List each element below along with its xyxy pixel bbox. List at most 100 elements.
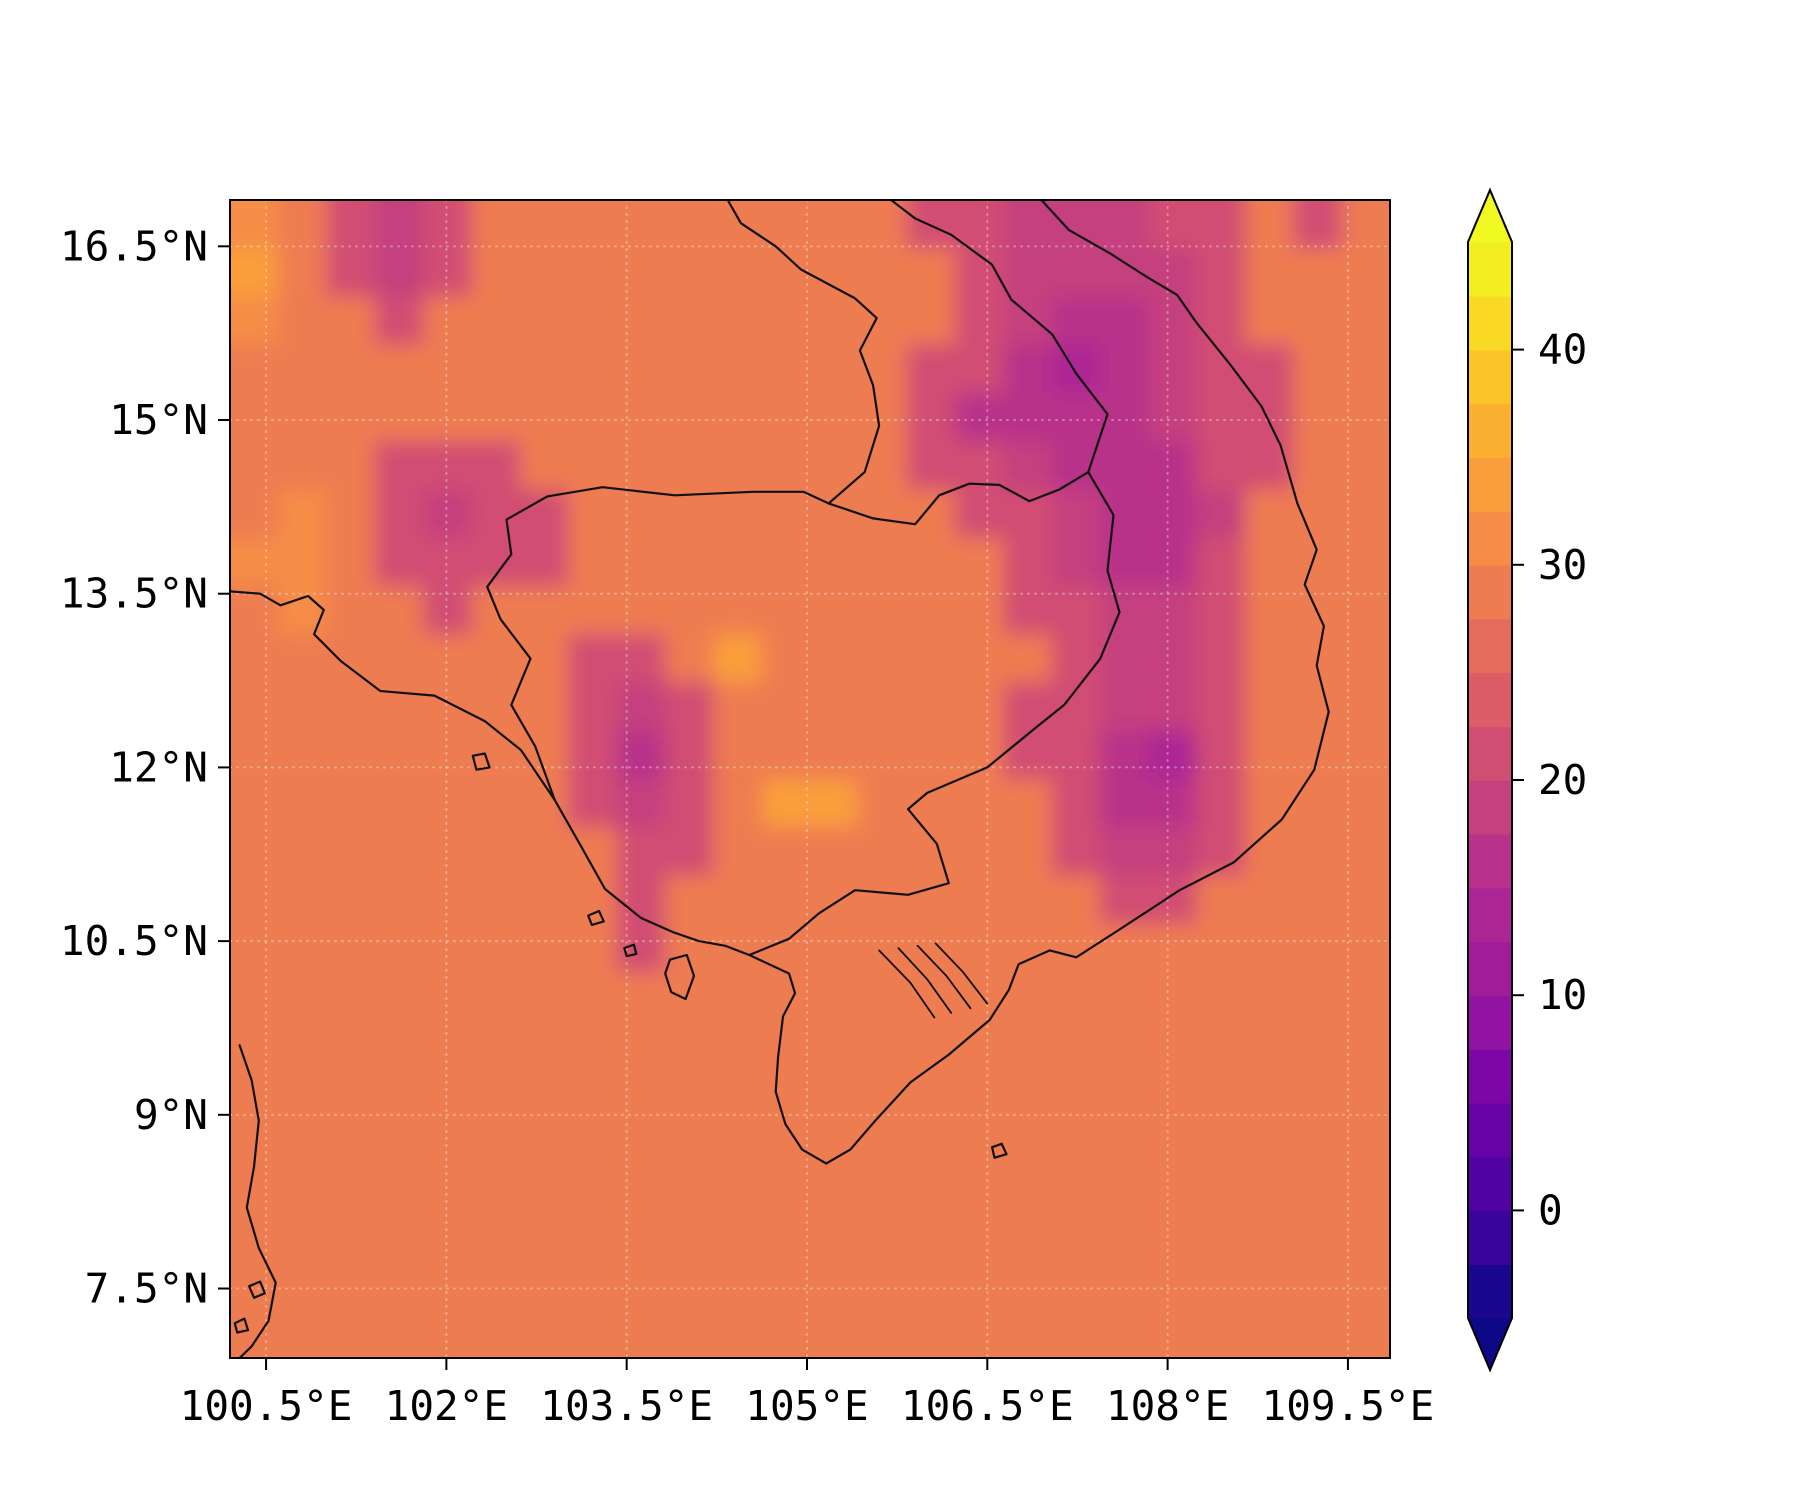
heatmap-cell bbox=[713, 923, 763, 973]
heatmap-cell bbox=[713, 1068, 763, 1118]
heatmap-cell bbox=[761, 296, 811, 346]
heatmap-cell bbox=[520, 296, 570, 346]
colorbar-band bbox=[1468, 511, 1512, 566]
heatmap-cell bbox=[1196, 1165, 1246, 1215]
heatmap-cell bbox=[423, 779, 473, 829]
colorbar-tick-label: 30 bbox=[1538, 541, 1587, 589]
heatmap-cell bbox=[1293, 1165, 1343, 1215]
x-tick-label: 103.5°E bbox=[540, 1382, 713, 1430]
heatmap-cell bbox=[1293, 875, 1343, 925]
heatmap-cell bbox=[616, 441, 666, 491]
heatmap-cell bbox=[471, 1261, 521, 1311]
heatmap-layer bbox=[230, 200, 1390, 1358]
heatmap-cell bbox=[858, 634, 908, 684]
colorbar-band bbox=[1468, 1049, 1512, 1104]
heatmap-cell bbox=[230, 441, 280, 491]
coastline-path bbox=[230, 200, 1330, 1165]
heatmap-cell bbox=[423, 586, 473, 636]
colorbar-band bbox=[1468, 780, 1512, 835]
heatmap-cell bbox=[326, 875, 376, 925]
heatmap-cell bbox=[1245, 586, 1295, 636]
heatmap-cell bbox=[326, 537, 376, 587]
heatmap-cell bbox=[1196, 441, 1246, 491]
heatmap-cell bbox=[906, 489, 956, 539]
heatmap-cell bbox=[616, 489, 666, 539]
heatmap-cell bbox=[906, 248, 956, 298]
heatmap-cell bbox=[955, 1165, 1005, 1215]
heatmap-cell bbox=[568, 200, 618, 250]
heatmap-cell bbox=[665, 730, 715, 781]
heatmap-cell bbox=[1003, 441, 1053, 491]
heatmap-cell bbox=[1003, 248, 1053, 298]
heatmap-cell bbox=[375, 1116, 425, 1166]
heatmap-cell bbox=[1341, 441, 1390, 491]
heatmap-cell bbox=[278, 586, 328, 636]
heatmap-cell bbox=[1051, 923, 1101, 973]
heatmap-cell bbox=[1196, 1020, 1246, 1070]
country-border-path bbox=[827, 471, 1090, 526]
heatmap-cell bbox=[1003, 972, 1053, 1022]
heatmap-cell bbox=[568, 1165, 618, 1215]
heatmap-cell bbox=[471, 1213, 521, 1263]
heatmap-cell bbox=[1293, 1309, 1343, 1358]
heatmap-cell bbox=[1341, 586, 1390, 636]
heatmap-cell bbox=[955, 634, 1005, 684]
heatmap-cell bbox=[1245, 393, 1295, 443]
heatmap-cell bbox=[906, 634, 956, 684]
colorbar-band bbox=[1468, 1210, 1512, 1265]
heatmap-cell bbox=[568, 1309, 618, 1358]
heatmap-cell bbox=[520, 827, 570, 877]
heatmap-cell bbox=[230, 296, 280, 346]
colorbar-band bbox=[1468, 833, 1512, 889]
heatmap-cell bbox=[713, 1020, 763, 1070]
heatmap-cell bbox=[1051, 1309, 1101, 1358]
heatmap-cell bbox=[423, 827, 473, 877]
heatmap-cell bbox=[906, 827, 956, 877]
colorbar-band bbox=[1468, 726, 1512, 781]
heatmap-cell bbox=[665, 779, 715, 829]
heatmap-cell bbox=[665, 1309, 715, 1358]
river-channel-path bbox=[878, 949, 936, 1019]
heatmap-cell bbox=[520, 586, 570, 636]
heatmap-cell bbox=[278, 1261, 328, 1311]
heatmap-cell bbox=[375, 1261, 425, 1311]
heatmap-cell bbox=[375, 200, 425, 250]
heatmap-cell bbox=[858, 730, 908, 781]
heatmap-cell bbox=[616, 248, 666, 298]
heatmap-cell bbox=[713, 586, 763, 636]
heatmap-cell bbox=[471, 779, 521, 829]
heatmap-cell bbox=[423, 1116, 473, 1166]
heatmap-cell bbox=[1051, 296, 1101, 346]
heatmap-cell bbox=[568, 875, 618, 925]
x-tick-label: 108°E bbox=[1106, 1382, 1229, 1430]
heatmap-cell bbox=[1341, 1261, 1390, 1311]
y-tick-label: 15°N bbox=[109, 396, 208, 444]
heatmap-cell bbox=[810, 441, 860, 491]
heatmap-cell bbox=[230, 1020, 280, 1070]
heatmap-cell bbox=[1293, 1020, 1343, 1070]
heatmap-cell bbox=[1148, 923, 1198, 973]
heatmap-cell bbox=[810, 1165, 860, 1215]
heatmap-cell bbox=[230, 779, 280, 829]
heatmap-cell bbox=[761, 730, 811, 781]
heatmap-cell bbox=[568, 586, 618, 636]
colorbar-band bbox=[1468, 618, 1512, 674]
heatmap-cell bbox=[278, 923, 328, 973]
heatmap-cell bbox=[761, 393, 811, 443]
heatmap-cell bbox=[616, 1309, 666, 1358]
country-border-path bbox=[726, 200, 881, 505]
heatmap-cell bbox=[955, 682, 1005, 732]
heatmap-cell bbox=[1245, 730, 1295, 781]
heatmap-cell bbox=[810, 923, 860, 973]
heatmap-cell bbox=[1051, 827, 1101, 877]
heatmap-cell bbox=[858, 537, 908, 587]
heatmap-cell bbox=[1100, 923, 1150, 973]
heatmap-cell bbox=[955, 1309, 1005, 1358]
heatmap-cell bbox=[616, 1068, 666, 1118]
heatmap-cell bbox=[858, 1309, 908, 1358]
heatmap-cell bbox=[520, 682, 570, 732]
heatmap-cell bbox=[616, 344, 666, 394]
heatmap-cell bbox=[1341, 393, 1390, 443]
heatmap-cell bbox=[858, 682, 908, 732]
heatmap-cell bbox=[230, 1309, 280, 1358]
